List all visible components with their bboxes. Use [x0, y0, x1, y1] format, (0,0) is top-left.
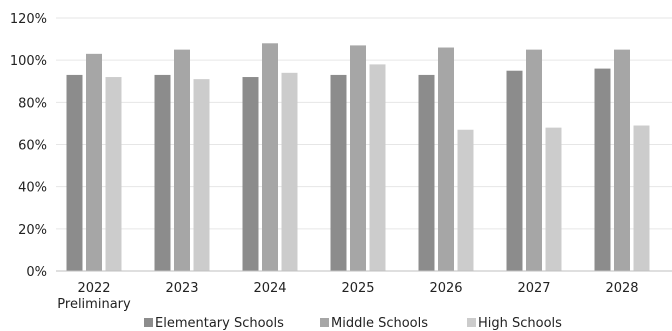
bar-middle-schools: [438, 47, 454, 272]
legend-label: High Schools: [478, 316, 562, 331]
bar-elementary-schools: [594, 68, 611, 271]
x-category-label: 2027: [517, 281, 550, 296]
legend-swatch: [467, 318, 476, 327]
y-tick-label: 40%: [18, 181, 47, 196]
bar-high-schools: [281, 72, 298, 271]
x-category-label: 2023: [165, 281, 198, 296]
legend-label: Elementary Schools: [155, 316, 284, 331]
bar-high-schools: [105, 77, 122, 272]
y-tick-label: 0%: [26, 265, 47, 280]
bar-high-schools: [545, 127, 562, 271]
bar-elementary-schools: [242, 77, 259, 272]
x-category-label: Preliminary: [57, 297, 131, 312]
bar-middle-schools: [526, 49, 542, 271]
bar-elementary-schools: [418, 74, 435, 271]
y-axis-tick-labels: 0% 20% 40% 60% 80% 100% 120%: [10, 12, 47, 280]
y-tick-label: 100%: [10, 54, 47, 69]
bar-high-schools: [369, 64, 386, 271]
bar-elementary-schools: [330, 74, 347, 271]
x-category-label: 2022: [77, 281, 110, 296]
y-tick-label: 60%: [18, 139, 47, 154]
bar-elementary-schools: [154, 74, 171, 271]
bar-elementary-schools: [66, 74, 83, 271]
legend: Elementary Schools Middle Schools High Sch…: [144, 316, 562, 331]
bar-elementary-schools: [506, 70, 523, 271]
bar-high-schools: [457, 129, 474, 271]
bar-middle-schools: [350, 45, 366, 272]
bar-middle-schools: [262, 43, 278, 271]
bars: [66, 43, 650, 272]
legend-swatch: [144, 318, 153, 327]
y-tick-label: 20%: [18, 223, 47, 238]
legend-swatch: [320, 318, 329, 327]
y-tick-label: 120%: [10, 12, 47, 27]
bar-middle-schools: [614, 49, 630, 271]
y-tick-label: 80%: [18, 96, 47, 111]
x-category-label: 2026: [429, 281, 462, 296]
bar-middle-schools: [86, 53, 102, 271]
x-category-label: 2024: [253, 281, 286, 296]
bar-high-schools: [193, 79, 210, 272]
x-category-label: 2028: [605, 281, 638, 296]
bar-high-schools: [633, 125, 650, 272]
legend-label: Middle Schools: [331, 316, 428, 331]
x-category-label: 2025: [341, 281, 374, 296]
bar-middle-schools: [174, 49, 190, 271]
